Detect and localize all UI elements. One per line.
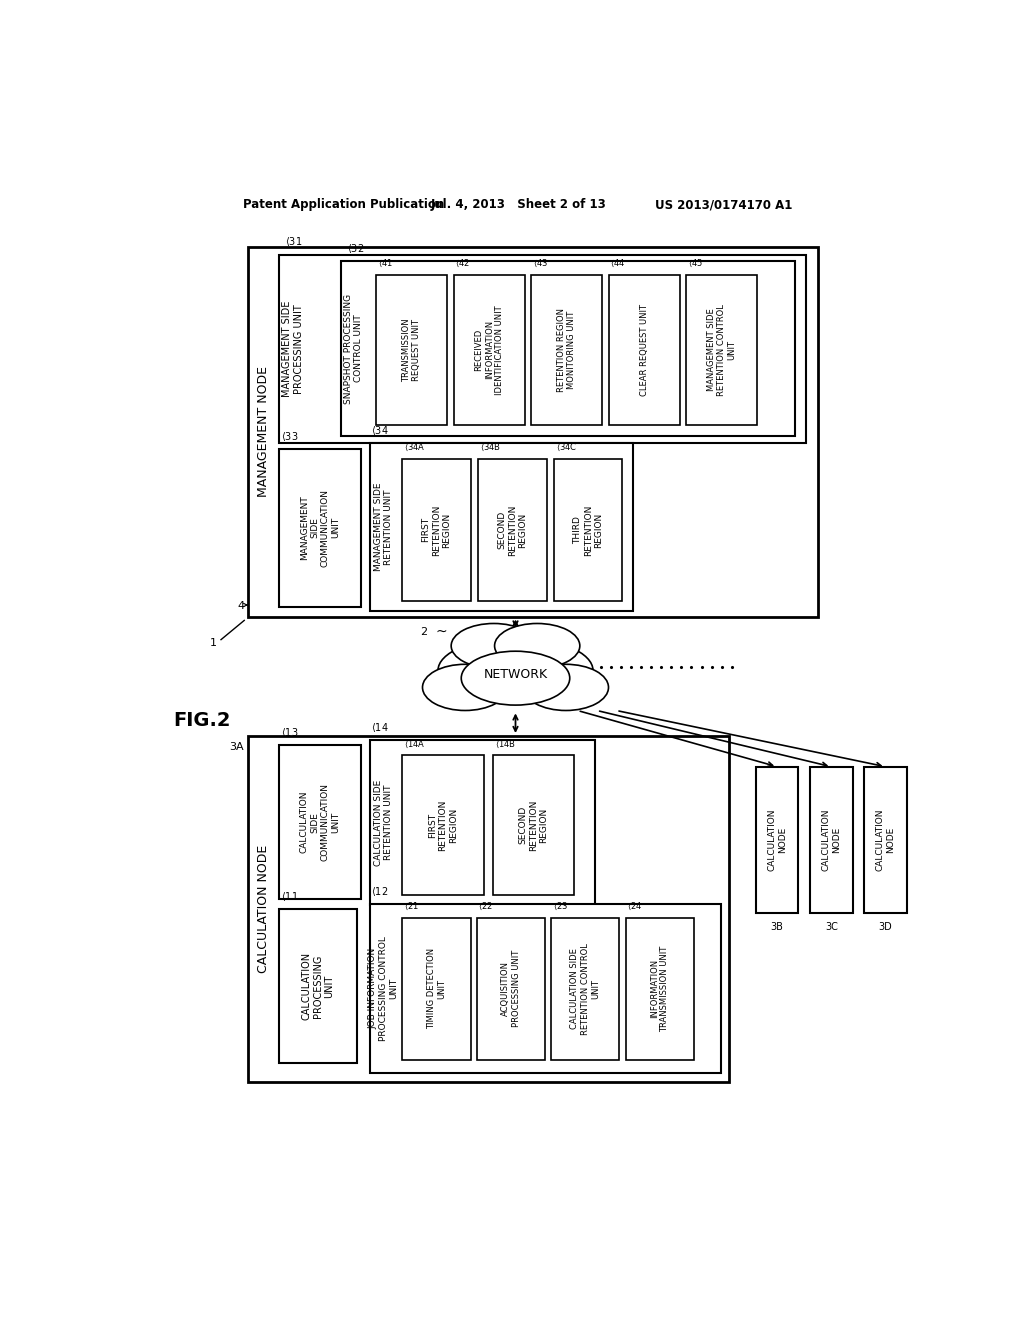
Ellipse shape (523, 664, 608, 710)
Text: $\langle$33: $\langle$33 (281, 429, 298, 442)
Text: 3B: 3B (771, 923, 783, 932)
Bar (280, 255, 806, 444)
Text: MANAGEMENT SIDE
RETENTION CONTROL
UNIT: MANAGEMENT SIDE RETENTION CONTROL UNIT (707, 304, 736, 396)
Ellipse shape (438, 638, 593, 704)
Bar (686, 275, 758, 425)
Text: 3C: 3C (825, 923, 838, 932)
Ellipse shape (423, 664, 508, 710)
Bar (248, 737, 729, 1082)
Bar (370, 739, 595, 906)
Bar (370, 444, 633, 611)
Text: $\mathsf{4}$: $\mathsf{4}$ (238, 599, 246, 611)
Text: Jul. 4, 2013   Sheet 2 of 13: Jul. 4, 2013 Sheet 2 of 13 (430, 198, 606, 211)
Bar (864, 767, 907, 913)
Text: 3A: 3A (229, 742, 245, 752)
Ellipse shape (452, 623, 537, 668)
Text: CALCULATION
NODE: CALCULATION NODE (767, 809, 786, 871)
Text: $\langle$44: $\langle$44 (610, 259, 626, 269)
Bar (810, 767, 853, 913)
Bar (402, 917, 471, 1060)
Text: 3D: 3D (879, 923, 893, 932)
Text: $\langle$34B: $\langle$34B (480, 442, 501, 453)
Text: US 2013/0174170 A1: US 2013/0174170 A1 (655, 198, 793, 211)
Ellipse shape (461, 651, 569, 705)
Text: $\langle$31: $\langle$31 (286, 235, 302, 248)
Text: $\langle$12: $\langle$12 (372, 884, 388, 898)
Text: $\langle$21: $\langle$21 (403, 902, 419, 912)
Text: $\langle$13: $\langle$13 (281, 726, 298, 739)
Text: $\langle$14: $\langle$14 (372, 721, 389, 734)
Text: CLEAR REQUEST UNIT: CLEAR REQUEST UNIT (640, 304, 648, 396)
Text: CALCULATION
NODE: CALCULATION NODE (821, 809, 841, 871)
Text: $\langle$11: $\langle$11 (281, 890, 298, 903)
Text: $\langle$24: $\langle$24 (627, 902, 642, 912)
Text: $\langle$14B: $\langle$14B (495, 739, 516, 750)
Text: $\langle$22: $\langle$22 (478, 902, 494, 912)
Text: JOB INFORMATION
PROCESSING CONTROL
UNIT: JOB INFORMATION PROCESSING CONTROL UNIT (369, 936, 398, 1041)
Text: $\langle$14A: $\langle$14A (403, 739, 426, 750)
Bar (493, 755, 574, 895)
Bar (454, 275, 524, 425)
Text: SECOND
RETENTION
REGION: SECOND RETENTION REGION (519, 800, 549, 851)
Text: THIRD
RETENTION
REGION: THIRD RETENTION REGION (573, 504, 603, 556)
Text: $\langle$34A: $\langle$34A (403, 442, 426, 453)
Text: SNAPSHOT PROCESSING
CONTROL UNIT: SNAPSHOT PROCESSING CONTROL UNIT (344, 293, 364, 404)
Text: CALCULATION
PROCESSING
UNIT: CALCULATION PROCESSING UNIT (301, 952, 335, 1020)
Bar (756, 767, 799, 913)
Text: CALCULATION SIDE
RETENTION UNIT: CALCULATION SIDE RETENTION UNIT (374, 779, 393, 866)
Bar (554, 459, 623, 601)
Bar (608, 275, 680, 425)
Bar (478, 459, 547, 601)
Bar (376, 275, 447, 425)
Bar (402, 459, 471, 601)
Text: SECOND
RETENTION
REGION: SECOND RETENTION REGION (498, 504, 527, 556)
Bar (248, 247, 818, 616)
Text: MANAGEMENT SIDE
RETENTION UNIT: MANAGEMENT SIDE RETENTION UNIT (374, 483, 393, 572)
Text: CALCULATION
NODE: CALCULATION NODE (876, 809, 895, 871)
Bar (477, 917, 545, 1060)
Text: FIG.2: FIG.2 (173, 711, 230, 730)
Text: RECEIVED
INFORMATION
IDENTIFICATION UNIT: RECEIVED INFORMATION IDENTIFICATION UNIT (474, 305, 504, 395)
Text: NETWORK: NETWORK (483, 668, 548, 681)
Text: CALCULATION SIDE
RETENTION CONTROL
UNIT: CALCULATION SIDE RETENTION CONTROL UNIT (570, 942, 600, 1035)
Bar (370, 904, 721, 1073)
Text: RETENTION REGION
MONITORING UNIT: RETENTION REGION MONITORING UNIT (557, 308, 577, 392)
Text: FIRST
RETENTION
REGION: FIRST RETENTION REGION (422, 504, 452, 556)
Text: $\langle$34: $\langle$34 (372, 424, 389, 437)
Text: MANAGEMENT SIDE
PROCESSING UNIT: MANAGEMENT SIDE PROCESSING UNIT (283, 301, 304, 397)
Bar (280, 744, 360, 899)
Text: $\langle$34C: $\langle$34C (556, 442, 578, 453)
Text: $\langle$23: $\langle$23 (553, 902, 568, 912)
Text: Patent Application Publication: Patent Application Publication (243, 198, 444, 211)
Bar (341, 261, 795, 437)
Text: $\langle$41: $\langle$41 (378, 259, 392, 269)
Bar (551, 917, 620, 1060)
Text: $\langle$43: $\langle$43 (532, 259, 548, 269)
Ellipse shape (495, 623, 580, 668)
Bar (402, 755, 483, 895)
Text: $\langle$42: $\langle$42 (455, 259, 470, 269)
Bar (280, 449, 360, 607)
Text: INFORMATION
TRANSMISSION UNIT: INFORMATION TRANSMISSION UNIT (650, 945, 670, 1032)
Bar (280, 909, 356, 1063)
Text: 1: 1 (210, 639, 217, 648)
Text: TRANSMISSION
REQUEST UNIT: TRANSMISSION REQUEST UNIT (402, 318, 421, 381)
Bar (626, 917, 693, 1060)
Text: ACQUISITION
PROCESSING UNIT: ACQUISITION PROCESSING UNIT (501, 950, 520, 1027)
Text: MANAGEMENT
SIDE
COMMUNICATION
UNIT: MANAGEMENT SIDE COMMUNICATION UNIT (300, 488, 340, 566)
Text: CALCULATION
SIDE
COMMUNICATION
UNIT: CALCULATION SIDE COMMUNICATION UNIT (300, 783, 340, 861)
Text: FIRST
RETENTION
REGION: FIRST RETENTION REGION (428, 800, 458, 851)
Text: 2: 2 (421, 627, 428, 638)
Text: $\langle$32: $\langle$32 (347, 242, 365, 255)
Text: $\langle$45: $\langle$45 (687, 259, 702, 269)
Bar (531, 275, 602, 425)
Text: CALCULATION NODE: CALCULATION NODE (257, 845, 270, 973)
Text: TIMING DETECTION
UNIT: TIMING DETECTION UNIT (427, 948, 446, 1030)
Text: MANAGEMENT NODE: MANAGEMENT NODE (257, 366, 270, 498)
Text: ~: ~ (435, 624, 447, 639)
